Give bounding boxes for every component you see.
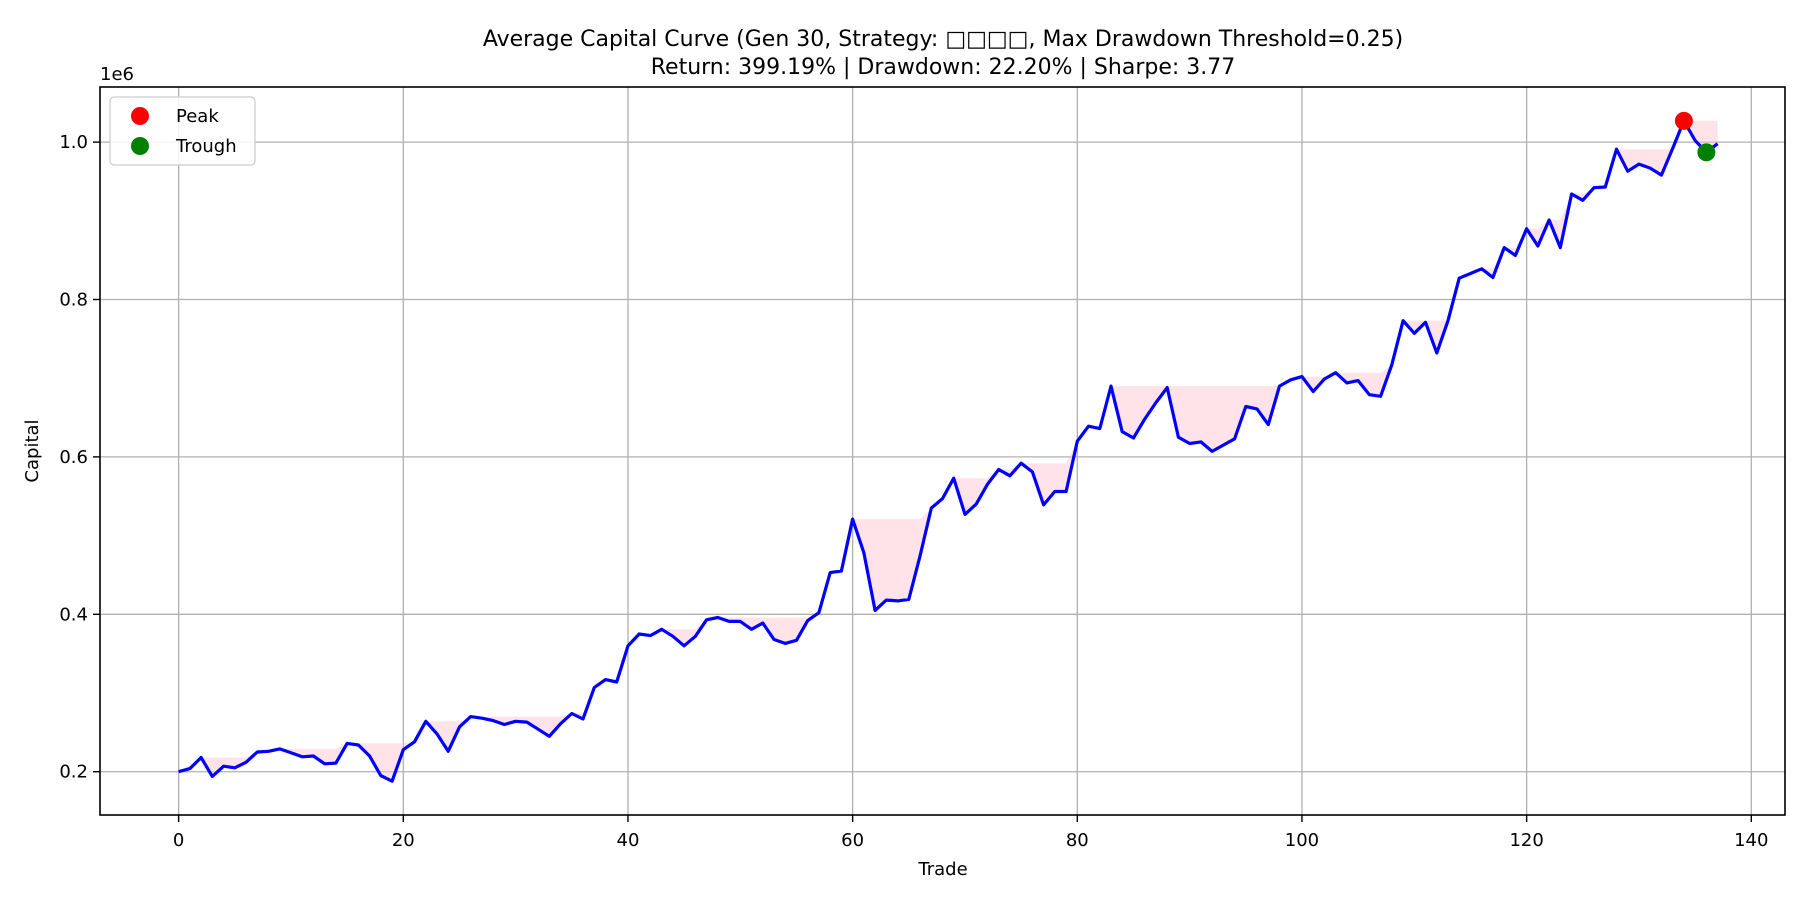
x-tick-label: 0 (173, 830, 184, 851)
plot-frame (99, 86, 1786, 816)
chart-subtitle: Return: 399.19% | Drawdown: 22.20% | Sha… (651, 55, 1236, 80)
y-tick-label: 0.2 (59, 762, 88, 783)
x-tick-label: 80 (1066, 830, 1089, 851)
grid-lines (100, 87, 1785, 815)
trough-marker (1697, 143, 1716, 162)
y-tick-label: 1.0 (59, 132, 88, 153)
x-tick-label: 120 (1509, 830, 1543, 851)
chart-title: Average Capital Curve (Gen 30, Strategy:… (483, 27, 1403, 52)
capital-line (178, 119, 1719, 783)
x-axis-ticks: 0 20 40 60 80 100 120 140 (173, 815, 1768, 851)
legend-trough-label: Trough (175, 136, 237, 157)
x-tick-label: 60 (841, 830, 864, 851)
y-tick-label: 0.4 (59, 604, 88, 625)
x-tick-label: 140 (1734, 830, 1768, 851)
y-tick-label: 0.8 (59, 289, 88, 310)
y-offset-label: 1e6 (100, 64, 134, 85)
legend: Peak Trough (109, 96, 256, 166)
x-tick-label: 40 (617, 830, 640, 851)
x-tick-label: 100 (1285, 830, 1319, 851)
y-tick-label: 0.6 (59, 447, 88, 468)
x-tick-label: 20 (392, 830, 415, 851)
capital-line-layer (178, 119, 1719, 783)
legend-peak-marker (131, 107, 149, 125)
peak-trough-markers (1674, 111, 1716, 162)
y-axis-label: Capital (22, 419, 43, 482)
peak-marker (1674, 111, 1693, 130)
legend-peak-label: Peak (176, 106, 219, 127)
legend-trough-marker (131, 137, 149, 155)
y-axis-ticks: 0.2 0.4 0.6 0.8 1.0 (59, 132, 100, 783)
x-axis-label: Trade (917, 859, 967, 880)
